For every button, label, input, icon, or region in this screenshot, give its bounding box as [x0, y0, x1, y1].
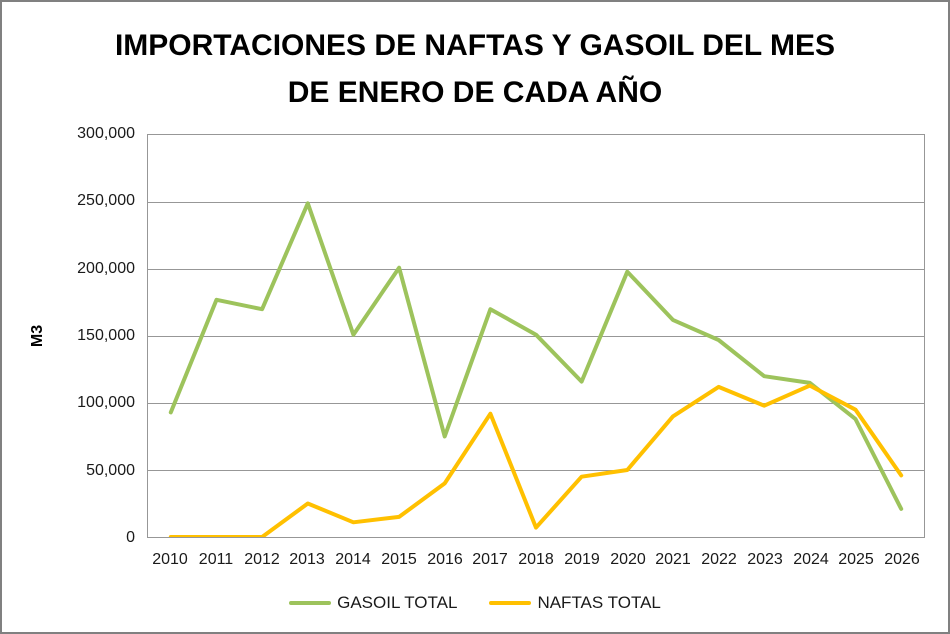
legend-label: GASOIL TOTAL — [337, 593, 458, 612]
x-axis-tick-label: 2018 — [518, 551, 554, 568]
legend-item: NAFTAS TOTAL — [489, 593, 661, 613]
gasoil-total-line — [168, 201, 904, 511]
x-axis-tick-label: 2013 — [289, 551, 325, 568]
x-axis-tick-label: 2021 — [655, 551, 691, 568]
x-axis-tick-label: 2019 — [564, 551, 600, 568]
legend-swatch-naftas-total — [489, 601, 532, 605]
x-axis-tick-label: 2026 — [884, 551, 920, 568]
naftas-total-line — [168, 383, 904, 537]
gridline — [148, 402, 924, 404]
y-axis-tick-label: 50,000 — [86, 462, 135, 479]
y-axis-tick-label: 150,000 — [77, 327, 135, 344]
x-axis-tick-label: 2020 — [610, 551, 646, 568]
x-axis-tick-label: 2017 — [472, 551, 508, 568]
y-axis-tick-label: 250,000 — [77, 192, 135, 209]
x-axis-tick-label: 2023 — [747, 551, 783, 568]
x-axis-tick-label: 2016 — [427, 551, 463, 568]
y-axis-tick-label: 200,000 — [77, 260, 135, 277]
legend-label: NAFTAS TOTAL — [537, 593, 661, 612]
x-axis-tick-label: 2024 — [793, 551, 829, 568]
chart-title-line-1: IMPORTACIONES DE NAFTAS Y GASOIL DEL MES — [114, 29, 836, 62]
y-axis-tick-label: 300,000 — [77, 125, 135, 142]
x-axis-tick-label: 2015 — [381, 551, 417, 568]
x-axis-tick-label: 2022 — [701, 551, 737, 568]
gridline — [148, 201, 924, 203]
y-axis-tick-label: 0 — [126, 529, 135, 546]
x-axis-tick-label: 2010 — [152, 551, 188, 568]
gridline — [148, 268, 924, 270]
gridline — [148, 469, 924, 471]
x-axis-tick-label: 2025 — [838, 551, 874, 568]
legend-item: GASOIL TOTAL — [289, 593, 457, 613]
chart-title-line-2: DE ENERO DE CADA AÑO — [287, 76, 663, 109]
chart-title: IMPORTACIONES DE NAFTAS Y GASOIL DEL MES… — [0, 22, 950, 116]
x-axis-tick-label: 2011 — [198, 551, 234, 568]
plot-area — [147, 134, 925, 538]
x-axis-tick-label: 2012 — [244, 551, 280, 568]
x-axis-tick-label: 2014 — [335, 551, 371, 568]
legend-swatch-gasoil-total — [289, 601, 332, 605]
y-axis-tick-label: 100,000 — [77, 394, 135, 411]
series-lines — [168, 201, 904, 537]
legend: GASOIL TOTAL NAFTAS TOTAL — [0, 593, 950, 613]
